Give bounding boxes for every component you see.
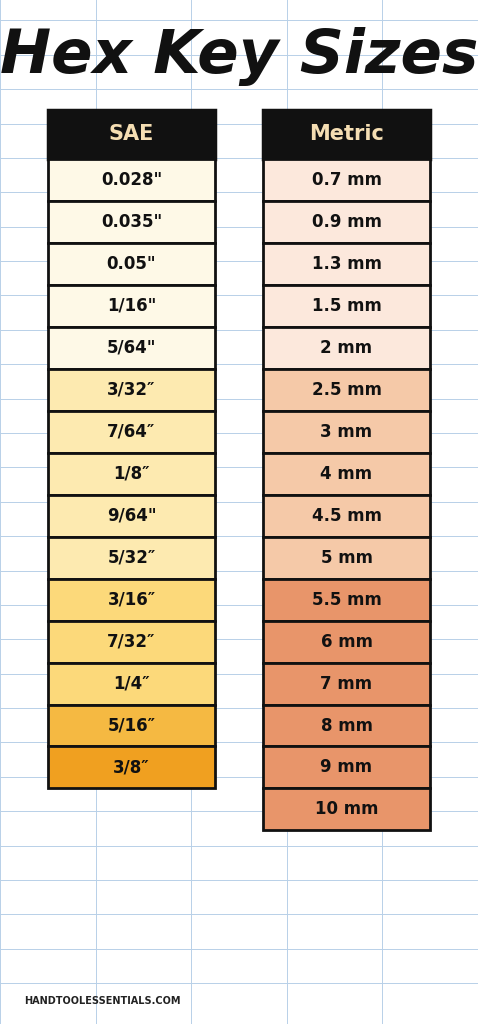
FancyBboxPatch shape xyxy=(48,495,215,537)
Text: 5.5 mm: 5.5 mm xyxy=(312,591,381,608)
Text: 0.028": 0.028" xyxy=(101,171,162,188)
Text: 5/32″: 5/32″ xyxy=(108,549,155,566)
Text: 1/8″: 1/8″ xyxy=(113,465,150,482)
Text: 6 mm: 6 mm xyxy=(321,633,372,650)
Text: 0.9 mm: 0.9 mm xyxy=(312,213,381,230)
Text: 7 mm: 7 mm xyxy=(320,675,373,692)
FancyBboxPatch shape xyxy=(263,495,430,537)
Text: 10 mm: 10 mm xyxy=(315,801,378,818)
FancyBboxPatch shape xyxy=(263,201,430,243)
Text: 2.5 mm: 2.5 mm xyxy=(312,381,381,398)
FancyBboxPatch shape xyxy=(263,663,430,705)
FancyBboxPatch shape xyxy=(48,579,215,621)
Text: 5/16″: 5/16″ xyxy=(108,717,155,734)
FancyBboxPatch shape xyxy=(263,453,430,495)
Text: 3/16″: 3/16″ xyxy=(108,591,155,608)
FancyBboxPatch shape xyxy=(263,327,430,369)
FancyBboxPatch shape xyxy=(263,369,430,411)
Text: 4.5 mm: 4.5 mm xyxy=(312,507,381,524)
Text: Hex Key Sizes: Hex Key Sizes xyxy=(0,27,478,86)
Text: 9/64": 9/64" xyxy=(107,507,156,524)
Text: 8 mm: 8 mm xyxy=(321,717,372,734)
Text: 1/4″: 1/4″ xyxy=(113,675,150,692)
FancyBboxPatch shape xyxy=(263,705,430,746)
Text: 3/8″: 3/8″ xyxy=(113,759,150,776)
Text: 1/16": 1/16" xyxy=(107,297,156,314)
FancyBboxPatch shape xyxy=(263,243,430,285)
Text: 0.035": 0.035" xyxy=(101,213,162,230)
FancyBboxPatch shape xyxy=(263,579,430,621)
FancyBboxPatch shape xyxy=(48,663,215,705)
FancyBboxPatch shape xyxy=(263,788,430,830)
Text: 2 mm: 2 mm xyxy=(320,339,373,356)
FancyBboxPatch shape xyxy=(48,746,215,788)
Text: Metric: Metric xyxy=(309,124,384,144)
FancyBboxPatch shape xyxy=(263,746,430,788)
Text: 5 mm: 5 mm xyxy=(321,549,372,566)
Text: 9 mm: 9 mm xyxy=(320,759,373,776)
Text: SAE: SAE xyxy=(109,124,154,144)
Text: 3 mm: 3 mm xyxy=(320,423,373,440)
FancyBboxPatch shape xyxy=(263,159,430,201)
Text: 0.05": 0.05" xyxy=(107,255,156,272)
Text: 7/32″: 7/32″ xyxy=(107,633,156,650)
FancyBboxPatch shape xyxy=(48,110,215,159)
Text: 3/32″: 3/32″ xyxy=(107,381,156,398)
FancyBboxPatch shape xyxy=(263,411,430,453)
FancyBboxPatch shape xyxy=(48,411,215,453)
FancyBboxPatch shape xyxy=(48,285,215,327)
Text: 0.7 mm: 0.7 mm xyxy=(312,171,381,188)
FancyBboxPatch shape xyxy=(48,159,215,201)
FancyBboxPatch shape xyxy=(48,327,215,369)
Text: 1.5 mm: 1.5 mm xyxy=(312,297,381,314)
FancyBboxPatch shape xyxy=(48,537,215,579)
FancyBboxPatch shape xyxy=(263,110,430,159)
Text: HANDTOOLESSENTIALS.COM: HANDTOOLESSENTIALS.COM xyxy=(24,996,180,1007)
Text: 5/64": 5/64" xyxy=(107,339,156,356)
FancyBboxPatch shape xyxy=(48,243,215,285)
FancyBboxPatch shape xyxy=(263,621,430,663)
Text: 1.3 mm: 1.3 mm xyxy=(312,255,381,272)
FancyBboxPatch shape xyxy=(263,537,430,579)
FancyBboxPatch shape xyxy=(263,285,430,327)
FancyBboxPatch shape xyxy=(48,201,215,243)
FancyBboxPatch shape xyxy=(48,705,215,746)
FancyBboxPatch shape xyxy=(48,453,215,495)
Text: 4 mm: 4 mm xyxy=(320,465,373,482)
FancyBboxPatch shape xyxy=(48,621,215,663)
Text: 7/64″: 7/64″ xyxy=(108,423,155,440)
FancyBboxPatch shape xyxy=(48,369,215,411)
